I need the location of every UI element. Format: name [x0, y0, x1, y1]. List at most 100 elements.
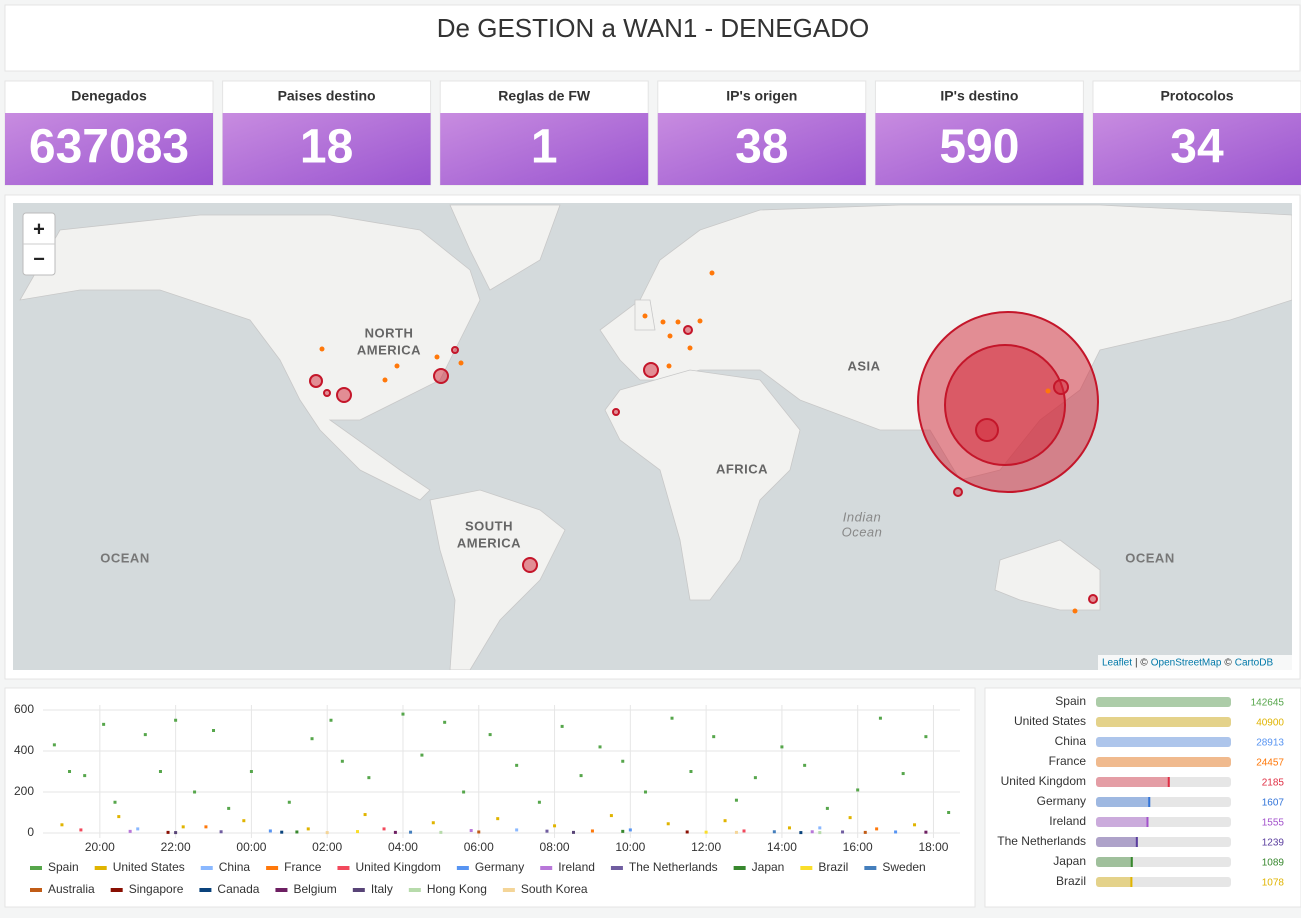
point	[825, 806, 829, 810]
point	[79, 828, 83, 832]
gauge-track	[1096, 697, 1231, 707]
legend-label: Brazil	[818, 860, 848, 874]
dashboard-title: De GESTION a WAN1 - DENEGADO	[437, 13, 869, 43]
legend-swatch	[337, 866, 350, 870]
y-tick-label: 400	[14, 743, 34, 757]
stat-title: Protocolos	[1160, 88, 1233, 104]
point	[810, 830, 814, 834]
gauge-bar-end	[1135, 837, 1138, 847]
zoom-in-button[interactable]: +	[33, 218, 45, 240]
point	[685, 830, 689, 834]
point	[515, 828, 519, 832]
gauge-bar	[1096, 777, 1170, 787]
point	[443, 720, 447, 724]
map-markers	[309, 311, 1099, 604]
gauge-bar-end	[1130, 857, 1133, 867]
legend-label: China	[219, 860, 251, 874]
x-tick-label: 14:00	[767, 840, 797, 854]
attribution-link[interactable]: CartoDB	[1235, 658, 1274, 669]
x-tick-label: 00:00	[236, 840, 266, 854]
legend-label: The Netherlands	[629, 860, 718, 874]
gauge-bar	[1096, 817, 1149, 827]
stat-title: IP's origen	[726, 88, 797, 104]
legend-label: United States	[113, 860, 185, 874]
legend-label: Germany	[475, 860, 524, 874]
point	[545, 829, 549, 833]
legend-label: Ireland	[558, 860, 595, 874]
gauge-bar-group	[1096, 837, 1138, 847]
point	[621, 759, 625, 763]
gauge-label: United Kingdom	[1001, 774, 1086, 788]
map-small-markers	[319, 270, 1078, 614]
point	[803, 763, 807, 767]
legend-swatch	[275, 888, 288, 892]
gauge-label: Japan	[1053, 854, 1086, 868]
point	[249, 770, 253, 773]
gauge-label: United States	[1014, 714, 1086, 728]
point	[102, 722, 106, 726]
map-label: Ocean	[842, 524, 883, 539]
legend-label: Singapore	[129, 882, 184, 896]
legend-swatch	[733, 866, 746, 870]
point	[242, 819, 246, 823]
point	[469, 829, 473, 833]
gauge-bar-end	[1167, 777, 1170, 787]
gauge-value: 1078	[1262, 878, 1285, 889]
gauge-bar	[1096, 857, 1133, 867]
gauge-bar-group	[1096, 717, 1231, 727]
point	[488, 733, 492, 737]
gauge-label: France	[1049, 754, 1087, 768]
legend-label: South Korea	[521, 882, 588, 896]
legend-label: France	[284, 860, 322, 874]
x-tick-label: 20:00	[85, 840, 115, 854]
land	[19, 204, 1292, 670]
stat-title: Paises destino	[278, 88, 376, 104]
point	[780, 745, 784, 749]
point	[306, 827, 310, 831]
point	[579, 774, 583, 778]
point	[734, 830, 738, 834]
gauge-value: 2185	[1262, 778, 1285, 789]
point	[329, 718, 333, 722]
stat-box	[222, 113, 431, 185]
point	[181, 825, 185, 829]
stat-value: 637083	[29, 121, 189, 174]
legend-swatch	[610, 866, 623, 870]
attribution-link[interactable]: OpenStreetMap	[1151, 658, 1222, 669]
map-label: OCEAN	[100, 550, 149, 565]
gauge-bar-end	[1148, 797, 1151, 807]
x-tick-label: 10:00	[615, 840, 645, 854]
gauge-track	[1096, 757, 1231, 767]
gauge-track	[1096, 777, 1231, 787]
stat-title: Reglas de FW	[498, 88, 591, 104]
point	[848, 816, 852, 820]
gauge-bar-group	[1096, 697, 1231, 707]
map-label: OCEAN	[1125, 550, 1174, 565]
point	[367, 776, 371, 780]
point	[818, 826, 822, 830]
gauge-track	[1096, 837, 1231, 847]
gauge-value: 28913	[1256, 738, 1284, 749]
point	[924, 735, 928, 739]
gauge-value: 24457	[1256, 758, 1284, 769]
gauge-label: Germany	[1037, 794, 1086, 808]
legend-swatch	[30, 888, 42, 892]
point	[553, 824, 557, 828]
point	[734, 798, 738, 802]
point	[280, 830, 284, 834]
point	[856, 788, 860, 792]
attribution-link[interactable]: Leaflet	[1102, 658, 1132, 669]
point	[742, 829, 746, 833]
point	[268, 829, 272, 833]
point	[477, 830, 481, 834]
stat-box	[657, 113, 866, 185]
map-label: AMERICA	[357, 342, 421, 357]
point	[818, 831, 822, 835]
x-tick-label: 04:00	[388, 840, 418, 854]
point	[401, 712, 405, 716]
stat-value: 34	[1170, 121, 1224, 174]
gauge-value: 1239	[1262, 838, 1285, 849]
gauge-value: 1089	[1262, 858, 1285, 869]
zoom-out-button[interactable]: −	[33, 248, 45, 270]
